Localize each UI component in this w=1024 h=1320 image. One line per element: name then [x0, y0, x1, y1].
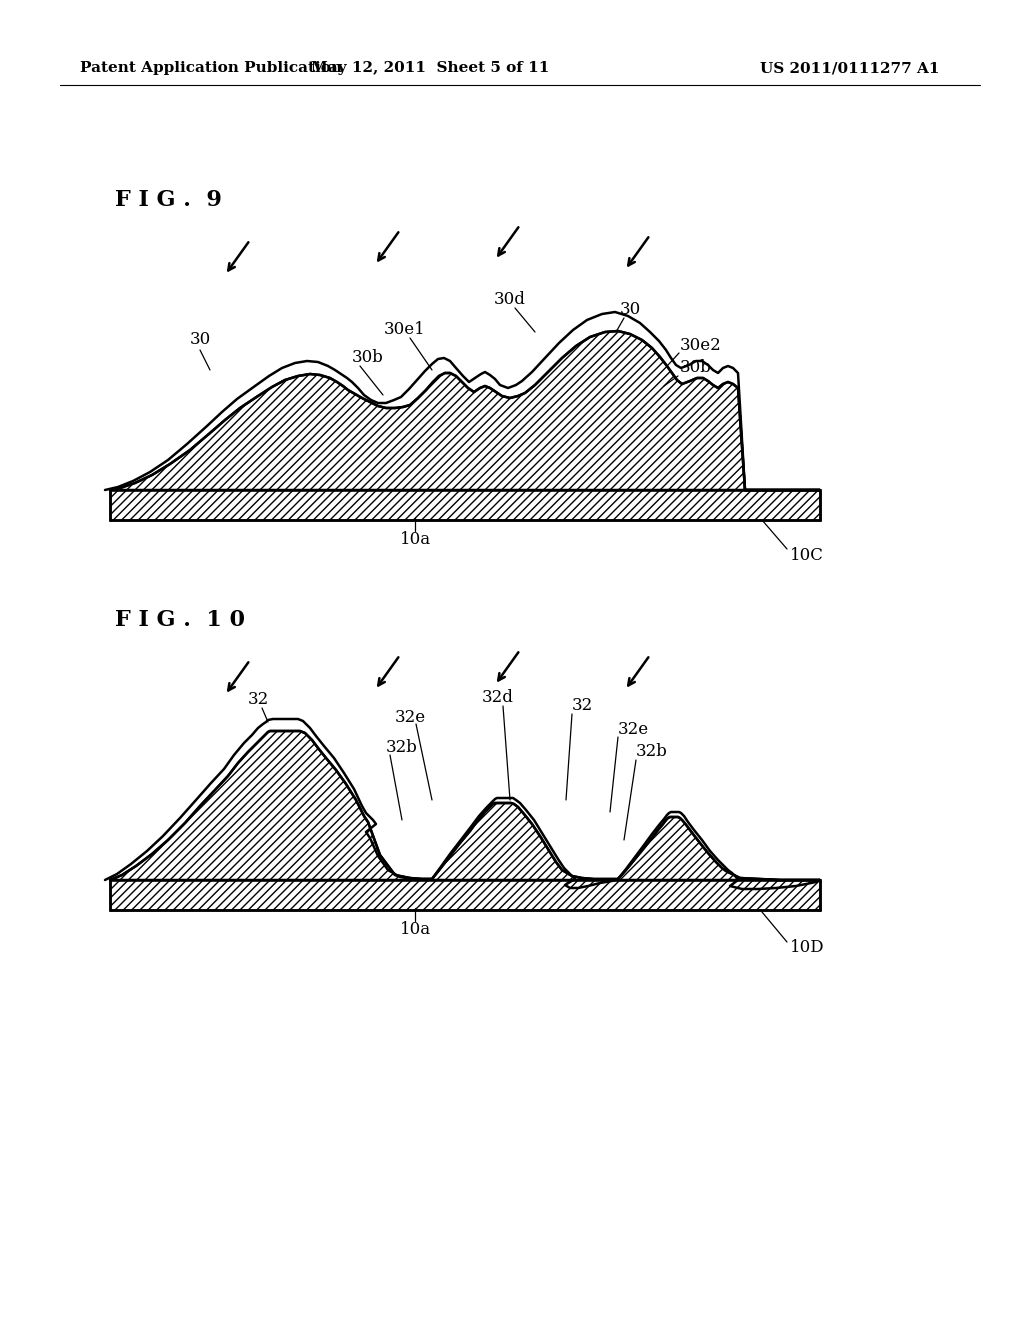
Text: May 12, 2011  Sheet 5 of 11: May 12, 2011 Sheet 5 of 11: [311, 61, 549, 75]
Polygon shape: [110, 880, 820, 909]
Text: 10C: 10C: [790, 546, 824, 564]
Text: 32: 32: [248, 692, 268, 709]
Text: 32e: 32e: [394, 710, 426, 726]
Text: F I G .  9: F I G . 9: [115, 189, 222, 211]
Text: 30e1: 30e1: [384, 322, 426, 338]
Text: 10a: 10a: [399, 921, 430, 939]
Text: US 2011/0111277 A1: US 2011/0111277 A1: [761, 61, 940, 75]
Text: 30b: 30b: [680, 359, 712, 376]
Polygon shape: [110, 731, 820, 880]
Text: 30d: 30d: [494, 292, 526, 309]
Text: 32: 32: [572, 697, 593, 714]
Text: 32d: 32d: [482, 689, 514, 706]
Text: 30: 30: [620, 301, 641, 318]
Text: 32b: 32b: [636, 743, 668, 760]
Text: 30e2: 30e2: [680, 337, 722, 354]
Text: Patent Application Publication: Patent Application Publication: [80, 61, 342, 75]
Text: 10a: 10a: [399, 532, 430, 549]
Polygon shape: [110, 331, 820, 490]
Text: 30: 30: [189, 331, 211, 348]
Text: 10D: 10D: [790, 940, 824, 957]
Text: 32e: 32e: [618, 722, 649, 738]
Text: 30b: 30b: [352, 350, 384, 367]
Polygon shape: [110, 490, 820, 520]
Text: F I G .  1 0: F I G . 1 0: [115, 609, 245, 631]
Text: 32b: 32b: [386, 739, 418, 756]
